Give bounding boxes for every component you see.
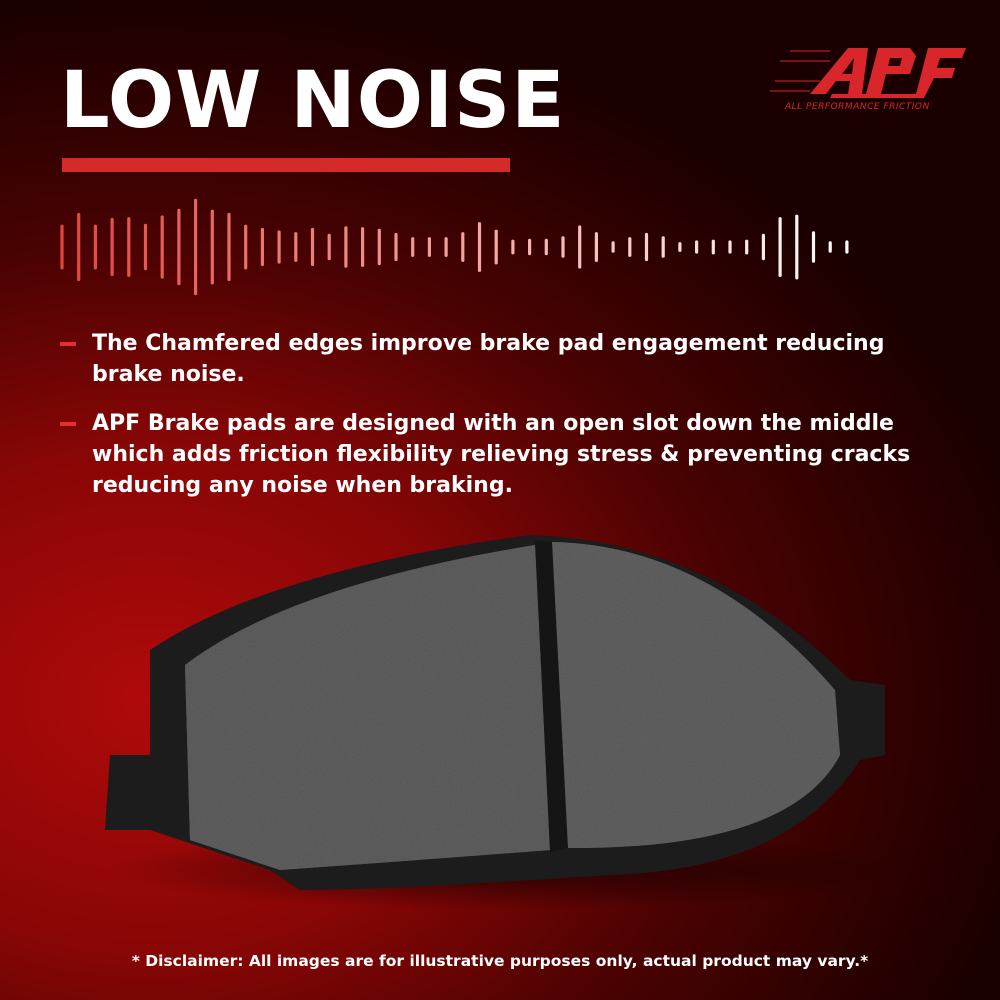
brake-pad-image (105, 535, 890, 910)
dash-icon (60, 342, 76, 346)
title-underline (62, 158, 510, 172)
sound-wave-icon (60, 198, 849, 296)
dash-icon (60, 422, 76, 426)
bullet-item: The Chamfered edges improve brake pad en… (60, 328, 930, 390)
bullet-text: The Chamfered edges improve brake pad en… (92, 331, 885, 387)
disclaimer: * Disclaimer: All images are for illustr… (131, 952, 869, 970)
apf-logo (770, 48, 966, 98)
logo-tagline: ALL PERFORMANCE FRICTION (785, 102, 930, 112)
bullet-text: APF Brake pads are designed with an open… (92, 411, 911, 498)
bullet-item: APF Brake pads are designed with an open… (60, 408, 930, 501)
page-title: LOW NOISE (60, 56, 566, 146)
